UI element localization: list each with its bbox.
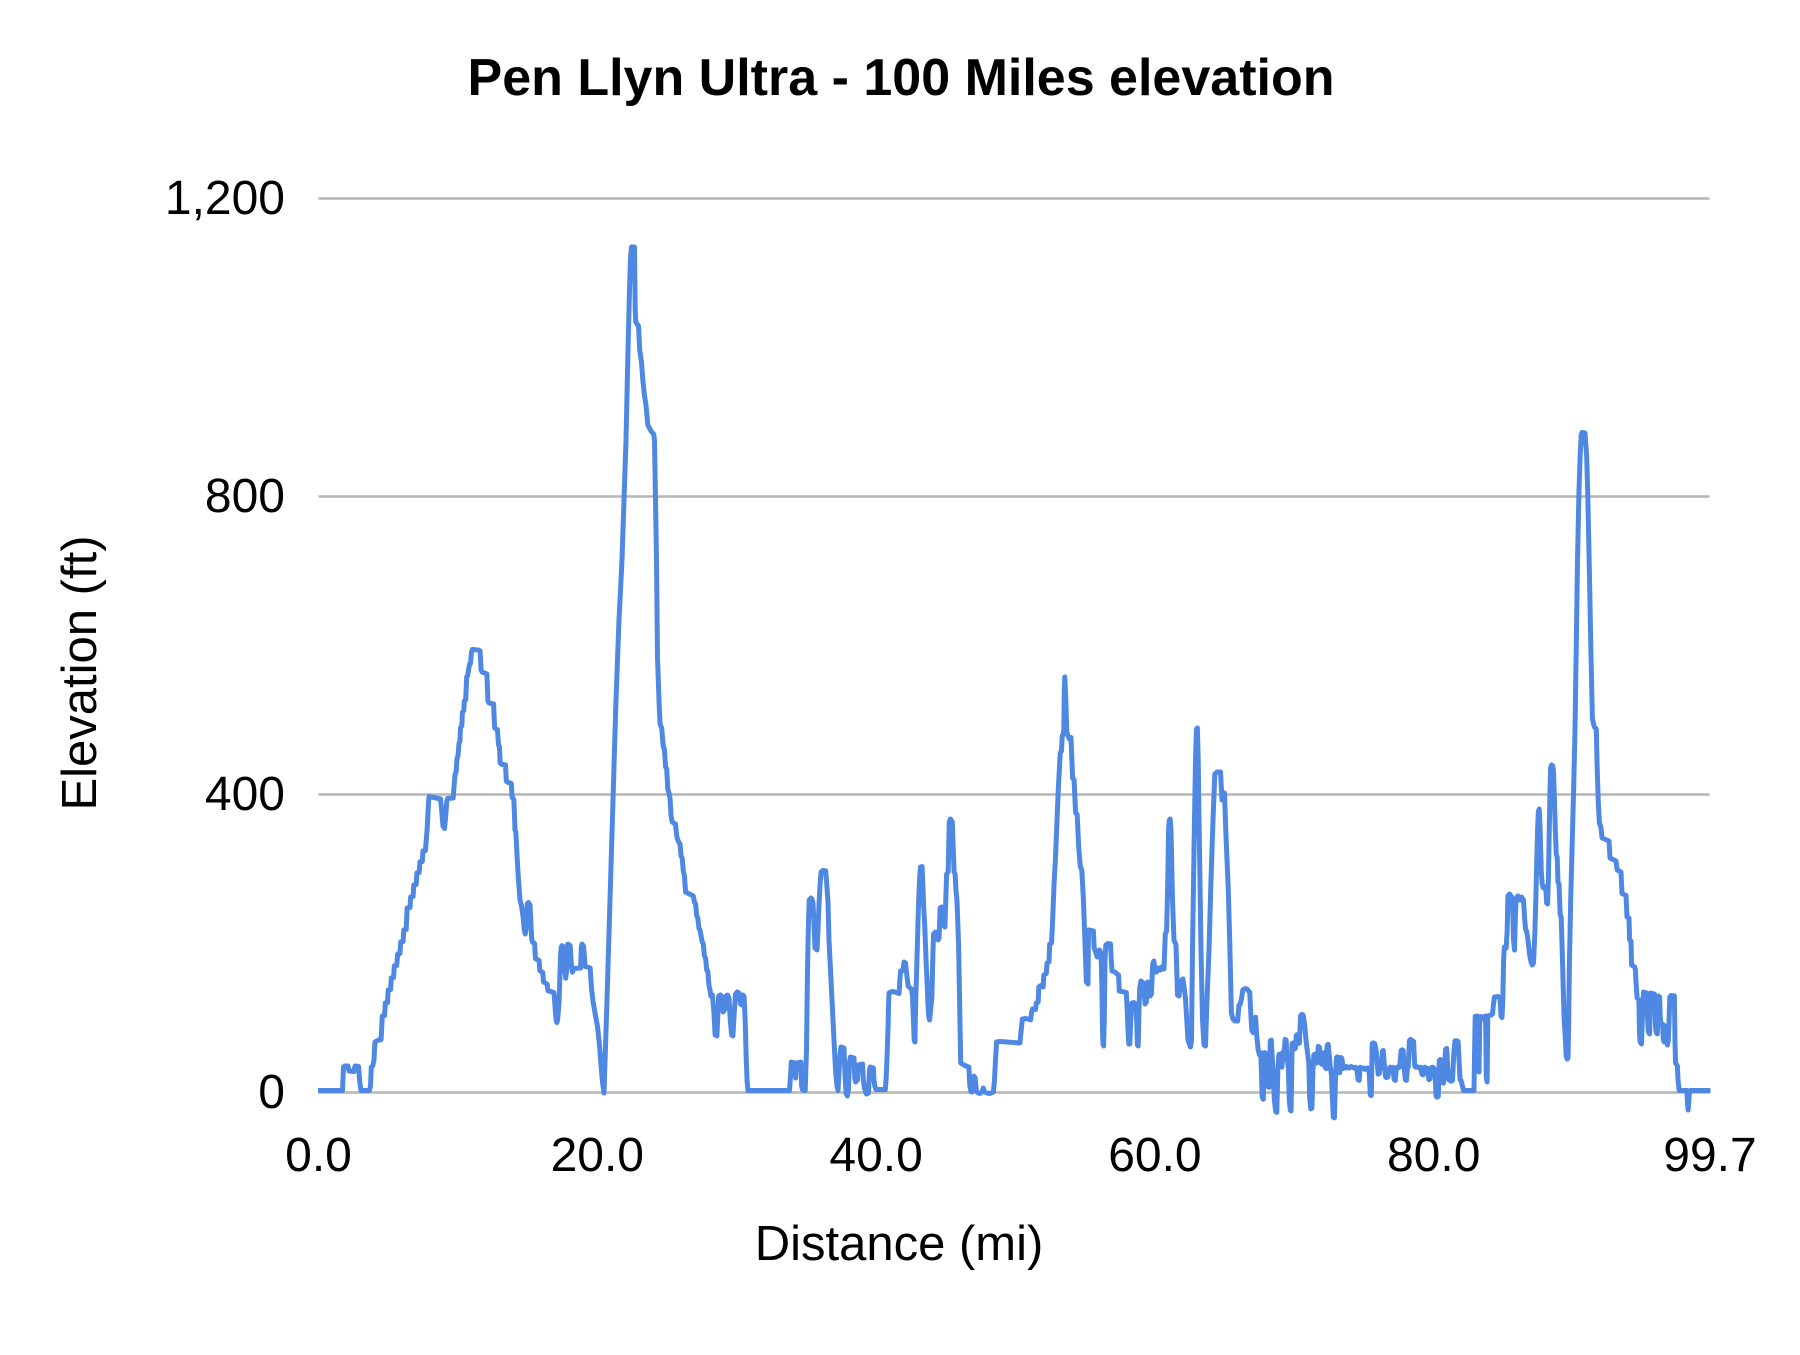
svg-text:Distance (mi): Distance (mi) bbox=[755, 1217, 1044, 1271]
svg-text:60.0: 60.0 bbox=[1108, 1129, 1201, 1182]
svg-text:20.0: 20.0 bbox=[551, 1129, 644, 1182]
svg-text:Elevation (ft): Elevation (ft) bbox=[53, 535, 107, 810]
svg-text:0.0: 0.0 bbox=[285, 1129, 352, 1182]
svg-text:800: 800 bbox=[205, 470, 285, 523]
svg-text:80.0: 80.0 bbox=[1387, 1129, 1480, 1182]
svg-text:Pen Llyn Ultra - 100 Miles ele: Pen Llyn Ultra - 100 Miles elevation bbox=[468, 49, 1335, 107]
svg-text:40.0: 40.0 bbox=[829, 1129, 922, 1182]
svg-text:400: 400 bbox=[205, 768, 285, 821]
svg-text:0: 0 bbox=[258, 1066, 285, 1119]
svg-text:1,200: 1,200 bbox=[165, 172, 285, 225]
svg-text:99.7: 99.7 bbox=[1663, 1129, 1756, 1182]
